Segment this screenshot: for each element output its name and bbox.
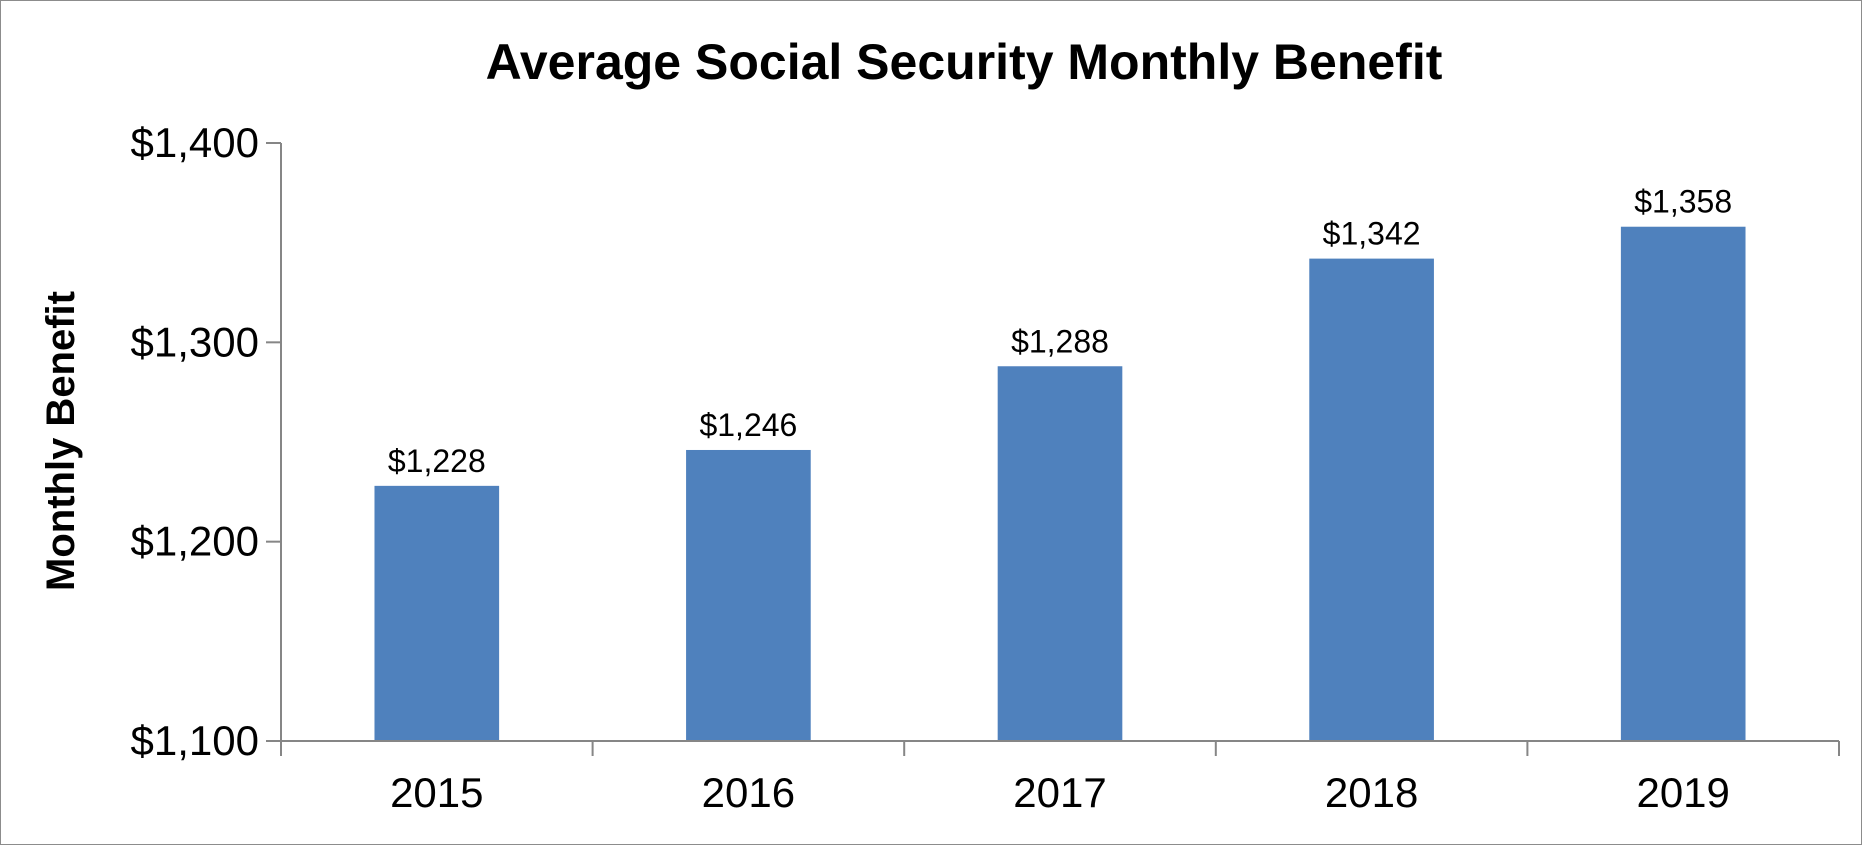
x-tick-label-2017: 2017: [1013, 769, 1106, 816]
y-tick-label-1400: $1,400: [131, 119, 259, 166]
y-tick-label-1100: $1,100: [131, 717, 259, 764]
data-label-2015: $1,228: [388, 443, 486, 479]
y-axis-title: Monthly Benefit: [39, 291, 83, 591]
plot-area: $1,228 $1,246 $1,288 $1,342 $1,358 $1,100 $1,2…: [131, 119, 1840, 816]
bar-2015: [374, 485, 500, 741]
x-tick-label-2019: 2019: [1636, 769, 1729, 816]
data-label-2016: $1,246: [699, 407, 797, 443]
y-tick-label-1200: $1,200: [131, 518, 259, 565]
bar-2019: [1620, 226, 1746, 742]
bar-2017: [997, 366, 1123, 741]
bar-2018: [1309, 258, 1434, 741]
x-tick-label-2015: 2015: [390, 769, 483, 816]
x-tick-label-2018: 2018: [1325, 769, 1418, 816]
chart-title: Average Social Security Monthly Benefit: [486, 34, 1443, 90]
data-label-2018: $1,342: [1323, 216, 1421, 252]
data-label-2017: $1,288: [1011, 323, 1109, 359]
bar-2016: [686, 449, 811, 741]
x-tick-label-2016: 2016: [702, 769, 795, 816]
data-label-2019: $1,358: [1634, 184, 1732, 220]
y-tick-label-1300: $1,300: [131, 318, 259, 365]
